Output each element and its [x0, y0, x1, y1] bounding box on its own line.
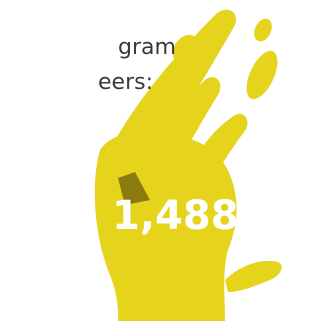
- text-line: eers:: [98, 72, 153, 94]
- fingertip: [251, 16, 276, 45]
- thumb: [225, 261, 282, 292]
- fingertip: [240, 46, 284, 103]
- text-line: gram: [118, 37, 176, 59]
- stat-number: 1,488: [112, 196, 220, 236]
- page: {"text": {"lines": ["gram", "eers:"], "s…: [0, 0, 284, 321]
